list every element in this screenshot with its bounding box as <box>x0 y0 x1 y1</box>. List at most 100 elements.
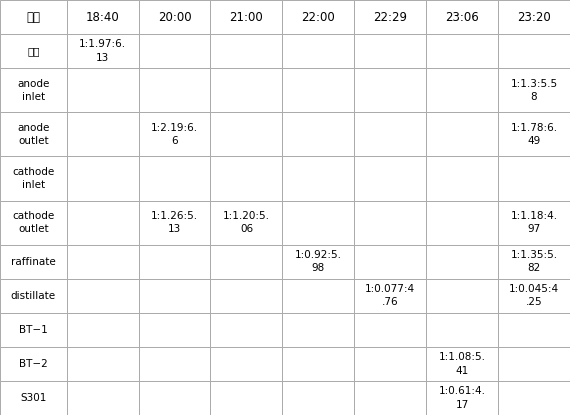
Text: distillate: distillate <box>11 291 56 301</box>
Text: BT−2: BT−2 <box>19 359 48 369</box>
Text: 1:1.20:5.
06: 1:1.20:5. 06 <box>223 211 270 234</box>
Bar <box>0 347 67 381</box>
Bar <box>498 245 570 279</box>
Bar <box>426 34 498 68</box>
Bar <box>498 279 570 313</box>
Text: 1:1.08:5.
41: 1:1.08:5. 41 <box>439 352 486 376</box>
Bar <box>210 200 282 245</box>
Bar <box>426 313 498 347</box>
Bar <box>355 200 426 245</box>
Bar <box>282 0 355 34</box>
Bar <box>355 313 426 347</box>
Bar <box>355 279 426 313</box>
Bar <box>282 381 355 415</box>
Bar <box>0 200 67 245</box>
Bar <box>498 347 570 381</box>
Bar <box>355 34 426 68</box>
Bar <box>139 34 210 68</box>
Bar <box>426 200 498 245</box>
Bar <box>426 156 498 200</box>
Bar <box>0 279 67 313</box>
Text: anode
outlet: anode outlet <box>17 123 50 146</box>
Bar <box>210 0 282 34</box>
Text: 시간: 시간 <box>26 10 40 24</box>
Bar <box>426 112 498 156</box>
Bar <box>426 245 498 279</box>
Bar <box>139 245 210 279</box>
Bar <box>498 156 570 200</box>
Text: 22:29: 22:29 <box>373 10 407 24</box>
Text: 23:06: 23:06 <box>445 10 479 24</box>
Bar <box>139 313 210 347</box>
Bar <box>210 112 282 156</box>
Bar <box>210 313 282 347</box>
Bar <box>67 68 139 112</box>
Bar <box>0 0 67 34</box>
Bar <box>210 68 282 112</box>
Bar <box>355 381 426 415</box>
Bar <box>282 34 355 68</box>
Bar <box>139 200 210 245</box>
Bar <box>426 0 498 34</box>
Bar <box>67 381 139 415</box>
Text: 22:00: 22:00 <box>302 10 335 24</box>
Bar <box>67 112 139 156</box>
Bar <box>0 313 67 347</box>
Bar <box>139 381 210 415</box>
Text: 20:00: 20:00 <box>158 10 192 24</box>
Bar <box>355 112 426 156</box>
Text: 1:0.077:4
.76: 1:0.077:4 .76 <box>365 284 416 308</box>
Bar <box>498 200 570 245</box>
Bar <box>67 200 139 245</box>
Bar <box>355 156 426 200</box>
Text: 1:1.78:6.
49: 1:1.78:6. 49 <box>511 123 557 146</box>
Bar <box>498 381 570 415</box>
Bar <box>0 245 67 279</box>
Bar <box>282 200 355 245</box>
Bar <box>67 245 139 279</box>
Bar <box>0 156 67 200</box>
Bar <box>67 34 139 68</box>
Text: 1:1.26:5.
13: 1:1.26:5. 13 <box>151 211 198 234</box>
Bar <box>210 381 282 415</box>
Text: 18:40: 18:40 <box>86 10 120 24</box>
Text: 1:0.92:5.
98: 1:0.92:5. 98 <box>295 250 342 273</box>
Text: 1:0.61:4.
17: 1:0.61:4. 17 <box>439 386 486 410</box>
Text: 모액: 모액 <box>27 46 39 56</box>
Bar <box>67 0 139 34</box>
Bar <box>355 68 426 112</box>
Bar <box>426 279 498 313</box>
Bar <box>67 279 139 313</box>
Bar <box>0 34 67 68</box>
Bar <box>355 245 426 279</box>
Text: raffinate: raffinate <box>11 257 56 267</box>
Bar <box>282 156 355 200</box>
Bar <box>139 68 210 112</box>
Text: 23:20: 23:20 <box>517 10 551 24</box>
Bar <box>210 347 282 381</box>
Bar <box>498 68 570 112</box>
Text: 1:1.3:5.5
8: 1:1.3:5.5 8 <box>511 78 557 102</box>
Bar <box>355 0 426 34</box>
Bar <box>282 112 355 156</box>
Bar <box>210 34 282 68</box>
Text: 1:1.97:6.
13: 1:1.97:6. 13 <box>79 39 126 63</box>
Bar <box>210 245 282 279</box>
Bar <box>426 68 498 112</box>
Text: 1:0.045:4
.25: 1:0.045:4 .25 <box>509 284 559 308</box>
Bar <box>0 68 67 112</box>
Bar <box>282 347 355 381</box>
Text: cathode
outlet: cathode outlet <box>12 211 55 234</box>
Bar <box>426 347 498 381</box>
Bar <box>498 0 570 34</box>
Text: S301: S301 <box>20 393 47 403</box>
Bar <box>498 112 570 156</box>
Bar <box>139 156 210 200</box>
Text: cathode
inlet: cathode inlet <box>12 167 55 190</box>
Bar <box>282 245 355 279</box>
Bar <box>498 313 570 347</box>
Bar <box>139 279 210 313</box>
Text: 1:1.35:5.
82: 1:1.35:5. 82 <box>511 250 557 273</box>
Bar <box>67 347 139 381</box>
Bar <box>210 156 282 200</box>
